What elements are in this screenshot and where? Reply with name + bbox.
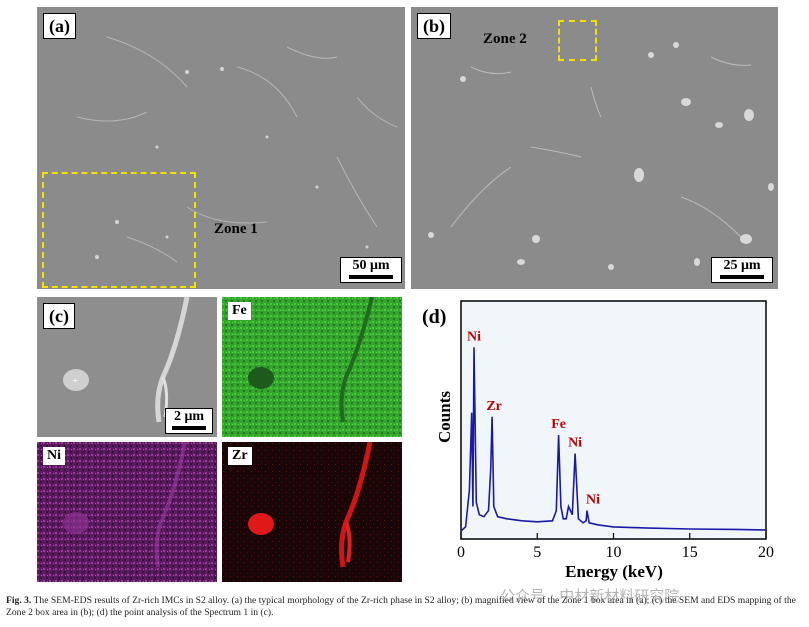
panel-label-c: (c) — [43, 303, 75, 329]
eds-map-zr: Zr — [222, 442, 402, 582]
zone-2-label: Zone 2 — [483, 31, 527, 47]
scale-bar-c: 2 μm — [165, 408, 213, 434]
eds-label-ni: Ni — [43, 447, 65, 465]
sem-texture-a — [37, 7, 405, 289]
eds-spectrum-chart: 0 5 10 15 20 Ni Zr Fe Ni Ni Energy (keV) Counts … — [410, 297, 805, 587]
scale-bar-b-text: 25 μm — [723, 258, 761, 273]
panel-label-a: (a) — [43, 13, 76, 39]
panel-label-d: (d) — [417, 305, 452, 329]
peak-label-zr-1: Zr — [486, 399, 502, 414]
fe-map-texture — [222, 297, 402, 437]
figure-caption: Fig. 3. The SEM-EDS results of Zr-rich I… — [6, 595, 806, 619]
spectrum-series-line — [460, 347, 767, 532]
zr-map-texture — [222, 442, 402, 582]
peak-label-ni-0: Ni — [467, 329, 481, 344]
caption-fig-number: Fig. 3. — [6, 595, 32, 606]
zone-1-box — [42, 172, 196, 288]
x-axis-label: Energy (keV) — [565, 562, 663, 581]
svg-text:+: + — [72, 375, 78, 387]
panel-label-b: (b) — [417, 13, 451, 39]
peak-label-ni-4: Ni — [586, 493, 600, 508]
y-axis-label: Counts — [435, 391, 454, 443]
eds-map-ni: Ni — [37, 442, 217, 582]
x-tick-label-20: 20 — [758, 544, 774, 561]
zone-1-label: Zone 1 — [214, 221, 258, 237]
eds-label-fe: Fe — [228, 302, 251, 320]
plot-frame — [460, 300, 767, 540]
sem-image-b: (b) Zone 2 25 μm — [411, 7, 778, 289]
ni-map-texture — [37, 442, 217, 582]
x-tick-label-15: 15 — [682, 544, 698, 561]
watermark: 公众号 · 中材新材料研究院 — [500, 587, 680, 605]
peak-label-ni-3: Ni — [568, 435, 582, 450]
eds-label-zr: Zr — [228, 447, 252, 465]
eds-map-fe: Fe — [222, 297, 402, 437]
scale-bar-a: 50 μm — [340, 257, 402, 283]
sem-image-a: (a) Zone 1 50 μm — [37, 7, 405, 289]
x-tick-label-5: 5 — [533, 544, 541, 561]
scale-bar-c-text: 2 μm — [173, 409, 205, 424]
caption-text: The SEM-EDS results of Zr-rich IMCs in S… — [6, 595, 796, 618]
x-tick-label-10: 10 — [606, 544, 622, 561]
sem-image-c: + (c) 2 μm — [37, 297, 217, 437]
x-tick-label-0: 0 — [457, 544, 465, 561]
peak-label-fe-2: Fe — [551, 417, 566, 432]
scale-bar-b: 25 μm — [711, 257, 773, 283]
sem-texture-b — [411, 7, 778, 289]
zone-2-box — [558, 20, 597, 61]
scale-bar-a-text: 50 μm — [352, 258, 390, 273]
